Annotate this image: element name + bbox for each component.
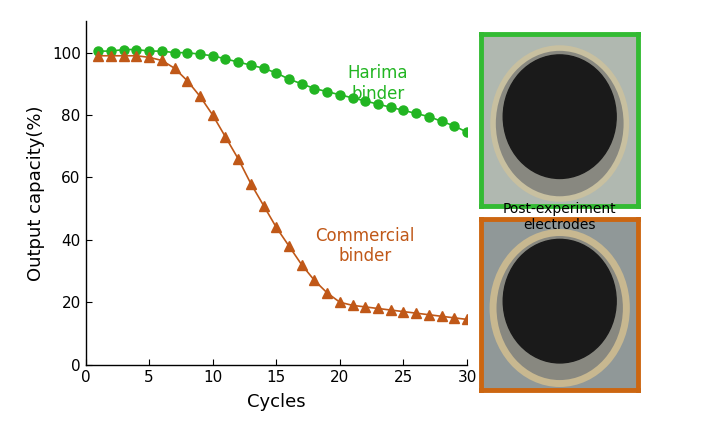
Ellipse shape xyxy=(493,233,626,384)
Ellipse shape xyxy=(503,239,616,363)
Text: Harima
binder: Harima binder xyxy=(348,64,409,103)
X-axis label: Cycles: Cycles xyxy=(247,393,306,411)
Ellipse shape xyxy=(503,55,616,178)
Y-axis label: Output capacity(%): Output capacity(%) xyxy=(27,105,45,281)
Text: Post-experiment
electrodes: Post-experiment electrodes xyxy=(503,202,617,232)
Ellipse shape xyxy=(493,48,626,199)
Text: Commercial
binder: Commercial binder xyxy=(316,227,415,266)
